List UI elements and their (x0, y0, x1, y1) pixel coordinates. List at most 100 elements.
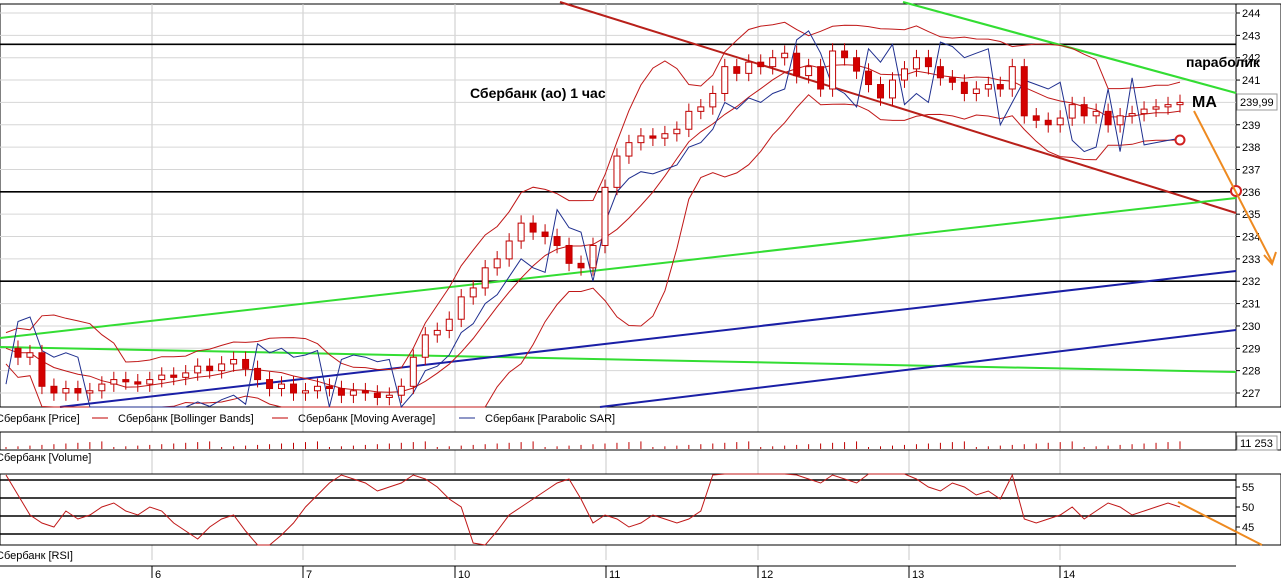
candle-body (86, 390, 94, 394)
candle-body (613, 155, 621, 188)
volume-value-box (1236, 435, 1278, 451)
x-tick-label: 14 (1063, 569, 1075, 581)
legend-ma: Сбербанк [Moving Average] (298, 413, 435, 425)
x-tick-label: 10 (458, 569, 470, 581)
candle-body (433, 329, 441, 336)
candle-body (1152, 106, 1160, 110)
candle-body (457, 296, 465, 320)
candle-body (1056, 117, 1064, 126)
candle-body (1092, 110, 1100, 117)
candle-body (242, 358, 250, 369)
candle-body (936, 66, 944, 79)
candle-body (26, 352, 34, 358)
candle-body (98, 383, 106, 392)
price-tick-label: 237 (1242, 164, 1260, 176)
uptrend-line-green (0, 197, 1237, 339)
candle-body (541, 231, 549, 238)
parabolic-sar-line (5, 30, 1181, 409)
candle-body (385, 394, 393, 398)
price-tick-label: 228 (1242, 366, 1260, 378)
candle-body (1140, 108, 1148, 115)
candle-body (278, 383, 286, 390)
candle-body (38, 352, 46, 387)
candle-body (505, 240, 513, 260)
candle-body (565, 244, 573, 264)
candle-body (625, 142, 633, 157)
x-tick-label: 13 (912, 569, 924, 581)
price-tick-label: 244 (1242, 8, 1260, 20)
candle-body (912, 57, 920, 70)
candle-body (349, 390, 357, 396)
legend-psar: Сбербанк [Parabolic SAR] (485, 413, 615, 425)
rsi-tick-label: 45 (1242, 522, 1254, 534)
candle-body (182, 372, 190, 378)
rsi-tick-label: 55 (1242, 482, 1254, 494)
price-legend: Сбербанк [Price] Сбербанк [Bollinger Ban… (0, 413, 615, 425)
candle-body (865, 70, 873, 86)
candle-body (325, 385, 333, 390)
candle-body (290, 383, 298, 394)
legend-rsi: Сбербанк [RSI] (0, 550, 73, 562)
candle-body (877, 84, 885, 99)
candle-body (1032, 115, 1040, 121)
candle-body (733, 66, 741, 74)
rsi-tick-label: 50 (1242, 502, 1254, 514)
rsi-axis-box (1235, 473, 1281, 546)
candle-body (601, 186, 609, 246)
rsi-line (5, 473, 1181, 546)
candle-body (218, 363, 226, 372)
candle-body (888, 79, 896, 99)
downtrend-line (559, 1, 1237, 214)
price-tick-label: 242 (1242, 53, 1260, 65)
ma-annotation: MA (1192, 94, 1217, 111)
candle-body (589, 244, 597, 269)
candle-body (829, 50, 837, 90)
candle-body (745, 61, 753, 74)
uptrend-line-blue-upper (59, 270, 1237, 408)
candle-body (134, 381, 142, 385)
candle-body (266, 379, 274, 390)
price-tick-label: 233 (1242, 254, 1260, 266)
candle-body (110, 379, 118, 385)
candle-body (1068, 104, 1076, 119)
candle-body (230, 358, 238, 365)
price-tick-label: 236 (1242, 187, 1260, 199)
uptrend-line-blue-lower (599, 329, 1237, 408)
candle-body (709, 92, 717, 108)
candle-body (62, 388, 70, 394)
x-tick-label: 6 (155, 569, 161, 581)
price-tick-label: 231 (1242, 299, 1260, 311)
candle-body (445, 318, 453, 331)
candle-body (1020, 66, 1028, 117)
candle-body (397, 385, 405, 396)
last-price-box (1236, 93, 1278, 111)
candle-body (301, 390, 309, 394)
price-tick-label: 241 (1242, 75, 1260, 87)
candle-body (769, 57, 777, 68)
volume-panel (0, 431, 1281, 451)
rsi-panel-frame (0, 473, 1237, 546)
candle-body (685, 110, 693, 130)
candle-body (853, 57, 861, 72)
candle-body (793, 52, 801, 77)
x-tick-label: 7 (306, 569, 312, 581)
candle-body (493, 258, 501, 269)
candle-body (1128, 113, 1136, 117)
candle-body (421, 334, 429, 358)
candle-body (900, 68, 908, 81)
forecast-arrow-head (1263, 251, 1277, 266)
rsi-panel: 45 50 55 (0, 473, 1281, 546)
candle-body (254, 367, 262, 381)
candle-body (313, 385, 321, 392)
candle-body (817, 66, 825, 90)
price-tick-label: 229 (1242, 343, 1260, 355)
candle-body (661, 133, 669, 139)
legend-bollinger: Сбербанк [Bollinger Bands] (118, 413, 254, 425)
x-tick-label: 12 (761, 569, 773, 581)
price-tick-label: 238 (1242, 142, 1260, 154)
candle-body (361, 390, 369, 394)
flat-line-green (0, 346, 1237, 373)
rsi-forecast-arrow (1177, 501, 1263, 546)
candle-body (781, 52, 789, 59)
